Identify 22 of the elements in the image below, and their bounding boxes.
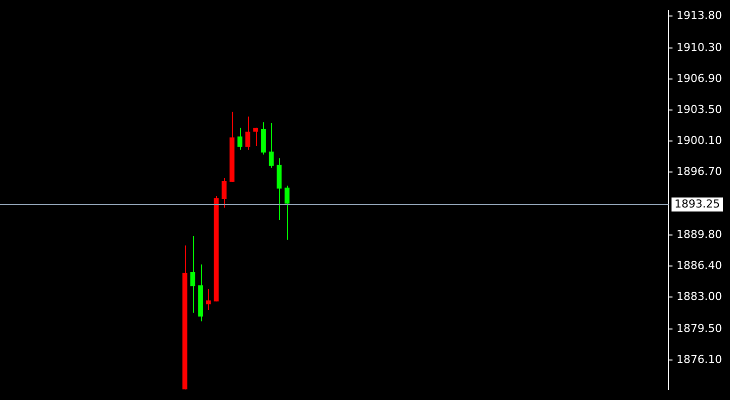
- y-tick-label: 1910.30: [676, 40, 722, 54]
- candlestick: [237, 127, 242, 150]
- y-tick-label: 1903.50: [676, 102, 722, 116]
- candlestick: [268, 122, 274, 168]
- y-tick-label: 1913.80: [676, 8, 722, 22]
- candlestick: [206, 288, 211, 310]
- candlestick: [222, 178, 227, 208]
- candlestick: [190, 235, 196, 314]
- y-tick-label: 1900.10: [676, 134, 722, 147]
- candlestick: [284, 185, 290, 240]
- y-tick-label: 1886.40: [676, 259, 722, 272]
- y-tick-label: 1876.10: [676, 353, 722, 366]
- y-tick-label: 1879.50: [676, 322, 722, 336]
- ref-line-label: 1893.25: [674, 197, 720, 210]
- y-tick-label: 1889.80: [676, 228, 722, 241]
- candlestick: [253, 127, 258, 146]
- y-tick-label: 1896.70: [676, 165, 722, 178]
- y-tick-label: 1906.90: [676, 72, 722, 85]
- candlestick: [245, 116, 250, 150]
- candlestick: [276, 158, 282, 220]
- candlestick: [261, 122, 266, 155]
- y-tick-label: 1883.00: [676, 290, 722, 304]
